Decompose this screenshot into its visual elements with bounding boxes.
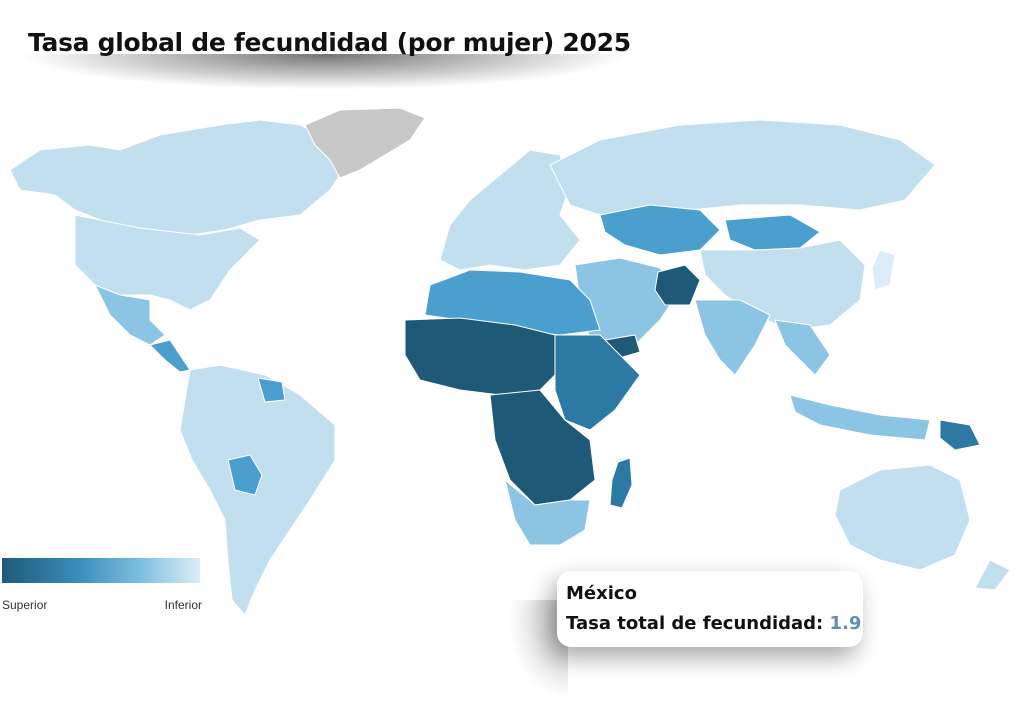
title-shadow — [20, 54, 630, 90]
region-india[interactable] — [694, 299, 771, 376]
title-area: Tasa global de fecundidad (por mujer) 20… — [0, 18, 640, 90]
tooltip-metric-label: Tasa total de fecundidad: — [566, 613, 824, 634]
region-southeast-asia[interactable] — [774, 319, 831, 376]
region-south-america[interactable] — [179, 364, 336, 616]
region-guianas[interactable] — [257, 377, 286, 403]
region-europe[interactable] — [439, 149, 581, 271]
region-indonesia[interactable] — [789, 394, 931, 441]
legend-low-label: Inferior — [164, 598, 202, 612]
map-title: Tasa global de fecundidad (por mujer) 20… — [28, 28, 631, 57]
region-japan[interactable] — [871, 249, 896, 291]
region-central-africa[interactable] — [489, 389, 596, 506]
region-madagascar[interactable] — [609, 457, 633, 509]
region-mongolia[interactable] — [724, 214, 821, 251]
legend-high-label: Superior — [2, 598, 48, 612]
region-afghanistan[interactable] — [654, 264, 701, 306]
region-mexico[interactable] — [93, 284, 166, 346]
region-kazakhstan[interactable] — [599, 204, 721, 256]
region-australia[interactable] — [834, 464, 971, 571]
color-legend: Superior Inferior — [2, 558, 202, 618]
legend-gradient-bar — [2, 558, 200, 583]
country-tooltip: México Tasa total de fecundidad: 1.9 — [557, 571, 863, 647]
region-bolivia[interactable] — [227, 454, 263, 496]
tooltip-metric: Tasa total de fecundidad: 1.9 — [566, 613, 861, 634]
tooltip-country: México — [566, 583, 637, 604]
region-china[interactable] — [699, 239, 866, 331]
region-russia[interactable] — [549, 119, 936, 216]
region-east-africa[interactable] — [554, 334, 641, 431]
region-southern-africa[interactable] — [504, 478, 591, 546]
region-papua-new-guinea[interactable] — [939, 419, 981, 451]
legend-labels: Superior Inferior — [2, 598, 202, 612]
region-greenland[interactable] — [304, 107, 426, 179]
tooltip-value: 1.9 — [829, 613, 862, 634]
region-new-zealand[interactable] — [974, 559, 1011, 591]
region-central-america[interactable] — [149, 339, 191, 373]
world-map — [9, 107, 1011, 616]
region-alaska-canada[interactable] — [9, 119, 351, 236]
